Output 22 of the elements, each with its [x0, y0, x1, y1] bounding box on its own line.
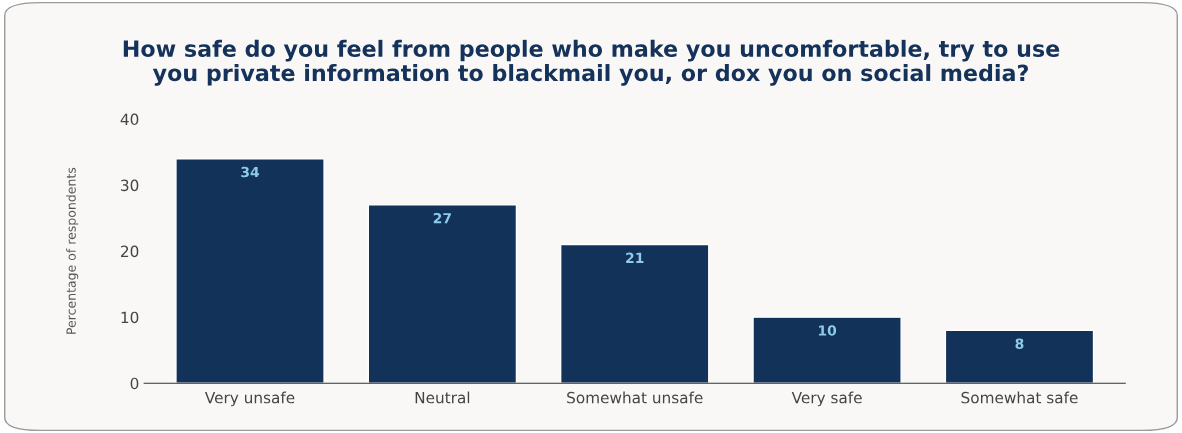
data-label: 21 [626, 252, 644, 263]
y-axis-title: Percentage of respondents [66, 167, 79, 334]
bar [175, 157, 325, 384]
bar [752, 316, 902, 384]
y-tick-label: 40 [120, 113, 139, 126]
y-tick-label: 30 [121, 179, 139, 192]
y-tick-label: 20 [121, 245, 139, 258]
data-label: 27 [433, 212, 451, 224]
x-tick-label: Very safe [791, 391, 862, 407]
data-label: 8 [1015, 338, 1024, 349]
data-label: 10 [819, 325, 837, 336]
x-tick-label: Very unsafe [204, 391, 295, 407]
x-tick-label: Somewhat safe [961, 391, 1078, 404]
x-tick-label: Neutral [415, 391, 470, 404]
y-tick-label: 0 [130, 377, 139, 390]
bar [944, 329, 1095, 384]
data-label: 34 [241, 166, 260, 178]
y-tick-label: 10 [121, 311, 139, 324]
x-tick-label: Somewhat unsafe [567, 391, 703, 404]
chart-title: How safe do you feel from people who make you uncomfortable, try to use you private information to blackmail you, or dox you on social media? [123, 39, 1060, 86]
bar [367, 204, 518, 384]
bar [559, 243, 710, 384]
